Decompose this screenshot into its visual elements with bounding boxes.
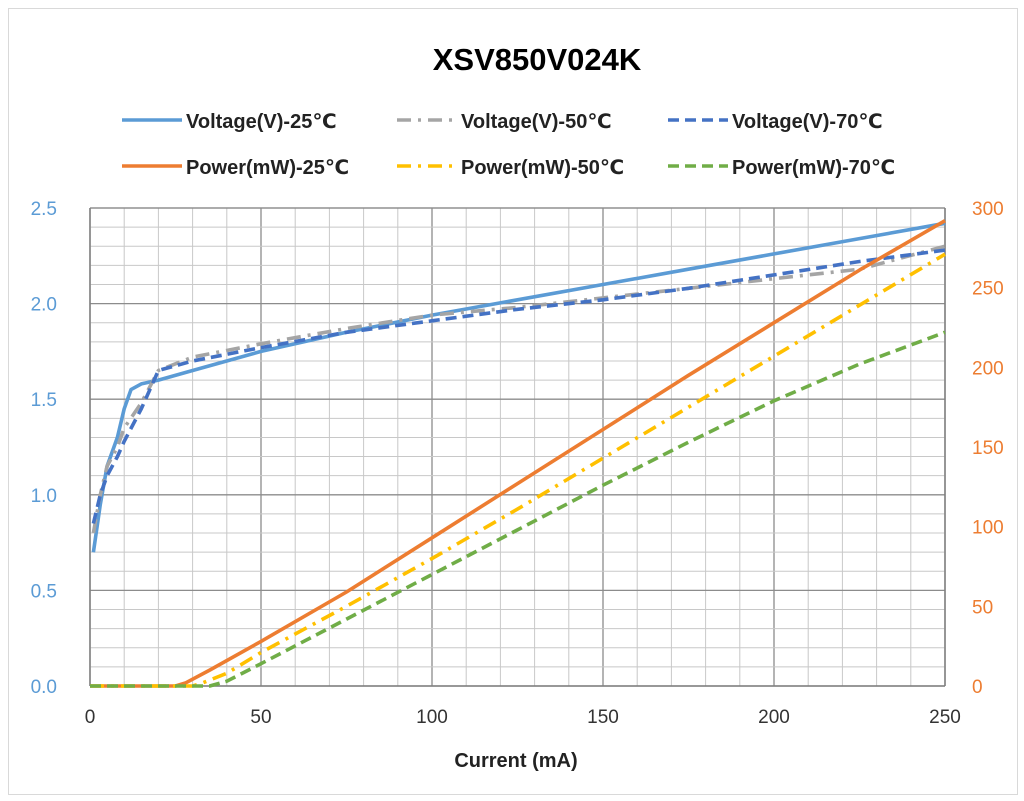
legend: Voltage(V)-25℃ Voltage(V)-50℃ Voltage(V)-7… <box>122 111 895 179</box>
y-right-tick-label: 150 <box>972 438 1004 459</box>
y-left-tick-label: 0.5 <box>31 581 57 602</box>
y-right-tick-label: 300 <box>972 199 1004 220</box>
chart-frame <box>8 8 1018 795</box>
chart-title: XSV850V024K <box>433 42 642 77</box>
legend-label-4: Power(mW)-50℃ <box>461 157 624 179</box>
legend-label-5: Power(mW)-70℃ <box>732 157 895 179</box>
series-line-2 <box>91 248 946 524</box>
x-tick-label: 50 <box>250 707 271 728</box>
y-left-tick-label: 0.0 <box>31 677 57 698</box>
series-layer <box>90 219 946 688</box>
x-tick-label: 0 <box>85 707 96 728</box>
y-right-tick-label: 50 <box>972 597 993 618</box>
series-line-4 <box>90 252 946 688</box>
y-right-tick-label: 250 <box>972 279 1004 300</box>
x-tick-label: 100 <box>416 707 448 728</box>
y-left-tick-label: 2.0 <box>31 295 57 316</box>
y-right-tick-label: 200 <box>972 358 1004 379</box>
x-tick-label: 250 <box>929 707 961 728</box>
x-tick-label: 200 <box>758 707 790 728</box>
x-axis-label: Current (mA) <box>454 750 577 772</box>
legend-label-3: Power(mW)-25℃ <box>186 157 349 179</box>
series-line-1 <box>91 244 946 534</box>
x-tick-label: 150 <box>587 707 619 728</box>
y-right-tick-label: 0 <box>972 677 983 698</box>
axes: 0 50 100 150 200 250 0.0 0.5 1.0 1.5 2.0 2.5 0 50 100 1… <box>31 199 1004 728</box>
series-line-3 <box>90 219 946 688</box>
y-left-tick-label: 1.5 <box>31 390 57 411</box>
series-line-0 <box>91 221 946 553</box>
legend-label-2: Voltage(V)-70℃ <box>732 111 883 133</box>
series-line-5 <box>90 330 946 688</box>
grid <box>89 207 946 687</box>
y-left-tick-label: 1.0 <box>31 486 57 507</box>
legend-label-0: Voltage(V)-25℃ <box>186 111 337 133</box>
legend-label-1: Voltage(V)-50℃ <box>461 111 612 133</box>
y-left-tick-label: 2.5 <box>31 199 57 220</box>
y-right-tick-label: 100 <box>972 518 1004 539</box>
